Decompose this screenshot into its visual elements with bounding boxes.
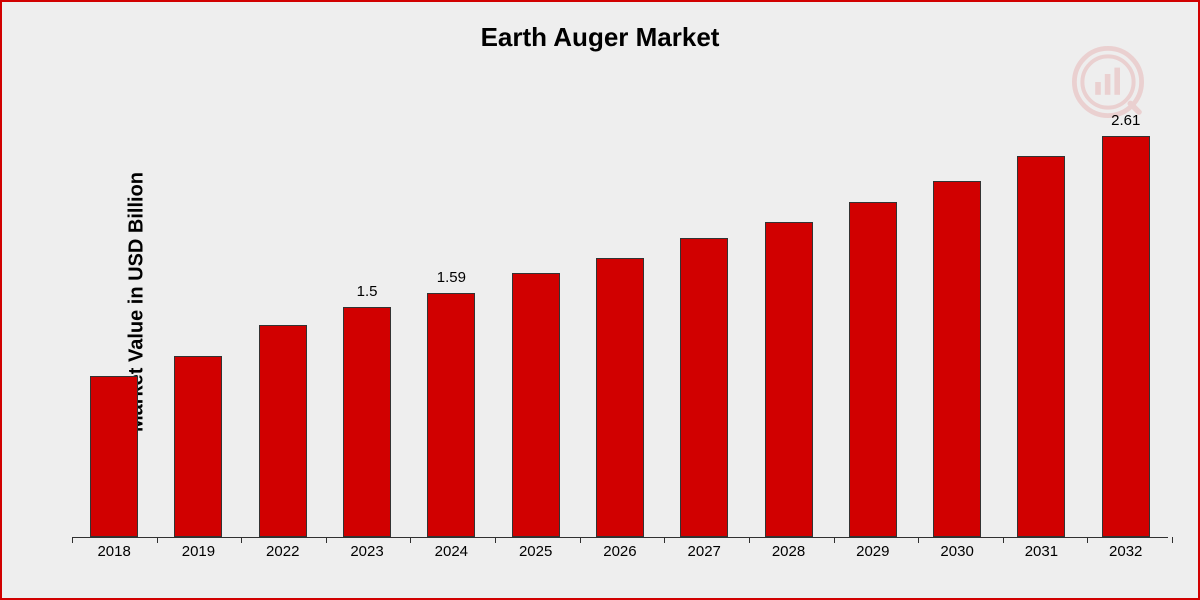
bar — [849, 202, 897, 537]
bar-slot — [90, 376, 138, 537]
bars-group: 1.5 1.59 2.61 — [72, 112, 1168, 537]
bar-slot: 1.59 — [427, 293, 475, 537]
x-tick-label: 2026 — [596, 543, 644, 573]
x-tick-label: 2019 — [174, 543, 222, 573]
bar — [512, 273, 560, 537]
bar-slot — [765, 222, 813, 537]
bar — [427, 293, 475, 537]
x-axis-labels: 2018 2019 2022 2023 2024 2025 2026 2027 2028 2029… — [72, 543, 1168, 573]
bar-value-label: 1.59 — [437, 269, 466, 286]
x-tick-label: 2025 — [512, 543, 560, 573]
bar — [933, 181, 981, 537]
bar — [90, 376, 138, 537]
chart-title: Earth Auger Market — [2, 22, 1198, 53]
bar-slot — [680, 238, 728, 537]
x-tick-label: 2029 — [849, 543, 897, 573]
bar-slot — [512, 273, 560, 537]
x-tick-label: 2028 — [765, 543, 813, 573]
bar-slot — [259, 325, 307, 537]
x-tick-label: 2022 — [259, 543, 307, 573]
bar — [596, 258, 644, 538]
bar-value-label: 1.5 — [357, 283, 378, 300]
x-tick-label: 2018 — [90, 543, 138, 573]
bar — [680, 238, 728, 537]
bar-value-label: 2.61 — [1111, 112, 1140, 129]
bar — [1017, 156, 1065, 537]
bar — [1102, 136, 1150, 537]
watermark-analytics-icon — [1068, 42, 1148, 122]
x-tick-label: 2030 — [933, 543, 981, 573]
x-tick-label: 2032 — [1102, 543, 1150, 573]
bar-slot — [849, 202, 897, 537]
bar-slot — [174, 356, 222, 537]
x-tick-label: 2024 — [427, 543, 475, 573]
x-tick-label: 2031 — [1017, 543, 1065, 573]
bar-slot: 1.5 — [343, 307, 391, 537]
bar-slot — [1017, 156, 1065, 537]
bar-slot: 2.61 — [1102, 136, 1150, 537]
chart-container: Earth Auger Market Market Value in USD B… — [0, 0, 1200, 600]
x-tick-label: 2023 — [343, 543, 391, 573]
bar-slot — [933, 181, 981, 537]
y-axis-label-wrap: Market Value in USD Billion — [2, 2, 42, 600]
bar — [174, 356, 222, 537]
plot-area: 1.5 1.59 2.61 — [72, 112, 1168, 538]
x-tick — [1172, 537, 1173, 543]
x-tick-label: 2027 — [680, 543, 728, 573]
bar — [343, 307, 391, 537]
bar-slot — [596, 258, 644, 538]
bar — [259, 325, 307, 537]
bar — [765, 222, 813, 537]
